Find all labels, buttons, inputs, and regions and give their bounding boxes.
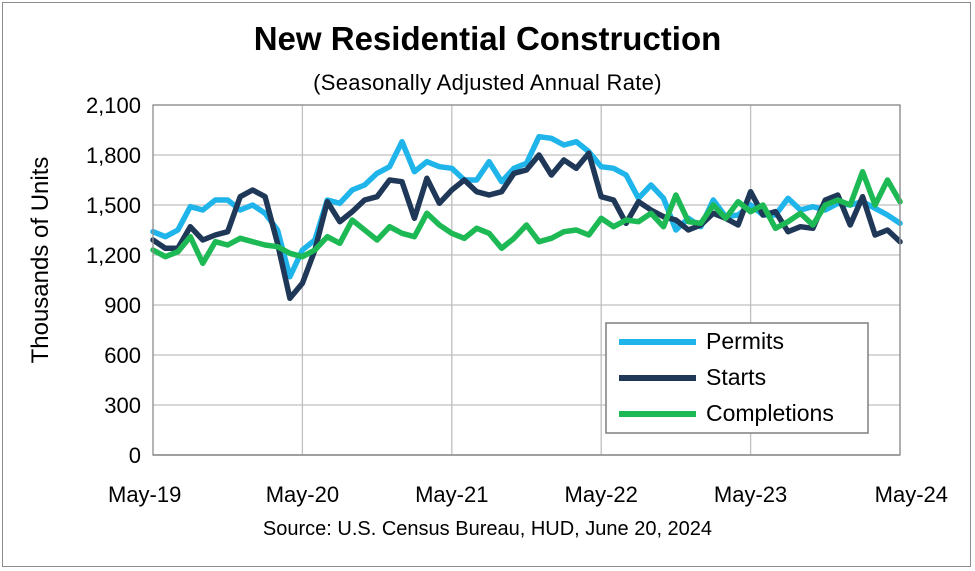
chart-subtitle: (Seasonally Adjusted Annual Rate) xyxy=(313,70,662,95)
y-tick-label: 2,100 xyxy=(86,93,141,118)
legend-label-permits: Permits xyxy=(706,328,784,354)
x-tick-label: May-19 xyxy=(108,482,181,507)
source-note: Source: U.S. Census Bureau, HUD, June 20… xyxy=(262,518,713,540)
y-tick-label: 300 xyxy=(104,393,141,418)
series-lines xyxy=(150,133,903,302)
x-tick-label: May-24 xyxy=(875,482,948,507)
legend: Permits Starts Completions xyxy=(605,322,869,434)
y-tick-label: 1,800 xyxy=(86,143,141,168)
y-tick-label: 600 xyxy=(104,343,141,368)
axes xyxy=(152,104,901,456)
legend-label-starts: Starts xyxy=(706,364,766,390)
chart-title: New Residential Construction xyxy=(253,20,722,57)
x-tick-label: May-23 xyxy=(714,482,787,507)
x-tick-labels: May-19 May-20 May-21 May-22 May-23 May-24 xyxy=(108,482,948,507)
y-tick-labels: 0 300 600 900 1,200 1,500 1,800 2,100 xyxy=(86,93,141,468)
x-tick-label: May-20 xyxy=(266,482,339,507)
x-tick-label: May-22 xyxy=(565,482,638,507)
y-tick-label: 900 xyxy=(104,293,141,318)
legend-label-completions: Completions xyxy=(706,400,834,426)
y-tick-label: 1,500 xyxy=(86,193,141,218)
y-tick-label: 1,200 xyxy=(86,243,141,268)
y-axis-label: Thousands of Units xyxy=(27,157,54,364)
y-tick-label: 0 xyxy=(129,443,141,468)
x-tick-label: May-21 xyxy=(415,482,488,507)
series-line-completions xyxy=(150,168,903,267)
series-line-starts xyxy=(150,150,903,302)
